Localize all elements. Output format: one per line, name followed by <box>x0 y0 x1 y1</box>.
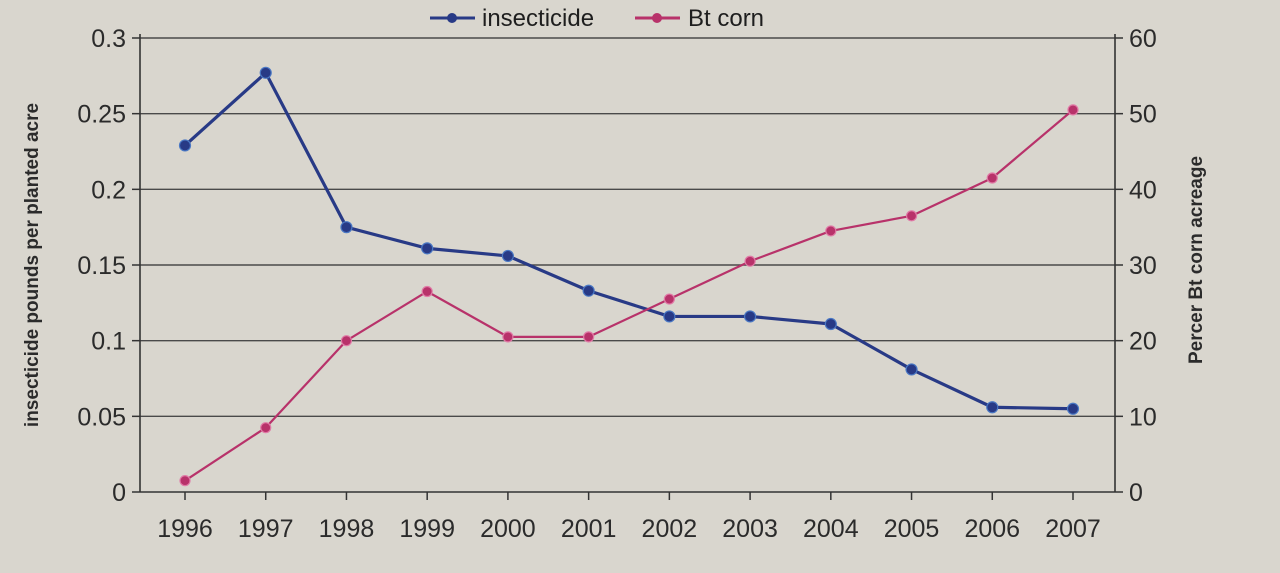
y2-tick-label: 30 <box>1129 252 1157 280</box>
data-point-bt-corn <box>340 335 353 347</box>
data-point-bt-corn <box>260 422 272 434</box>
legend-label-insecticide: insecticide <box>482 5 594 32</box>
series-line-bt-corn <box>184 109 1074 482</box>
x-tick-label: 2005 <box>884 515 940 543</box>
series-line-insecticide <box>183 71 1074 411</box>
x-tick-label: 1998 <box>319 515 375 543</box>
data-point-insecticide <box>986 401 999 414</box>
data-point-insecticide <box>824 317 837 331</box>
x-tick-label: 2006 <box>964 515 1020 543</box>
data-point-insecticide <box>663 310 676 323</box>
y-tick-label: 0.3 <box>91 25 126 53</box>
data-point-bt-corn <box>502 331 514 343</box>
data-point-bt-corn <box>583 331 595 343</box>
y-axis-title: insecticide pounds per planted acre <box>22 103 43 427</box>
data-point-insecticide <box>178 139 192 152</box>
data-point-bt-corn <box>986 172 998 184</box>
y-tick-label: 0 <box>112 479 126 507</box>
data-point-insecticide <box>259 66 272 79</box>
legend: insecticide Bt corn <box>430 5 764 32</box>
grid-layer <box>140 37 1115 418</box>
data-point-insecticide <box>905 363 918 376</box>
legend-marker-insecticide <box>447 13 457 23</box>
data-point-insecticide <box>340 221 353 234</box>
data-point-bt-corn <box>179 475 191 487</box>
data-point-insecticide <box>421 242 434 255</box>
x-tick-label: 2000 <box>480 515 536 543</box>
y2-tick-label: 0 <box>1129 479 1143 507</box>
data-point-bt-corn <box>825 225 837 237</box>
data-point-bt-corn <box>663 293 675 305</box>
y-tick-label: 0.1 <box>91 328 126 356</box>
data-point-bt-corn <box>905 210 918 222</box>
x-tick-label: 1997 <box>238 515 294 543</box>
y2-tick-label: 40 <box>1129 176 1157 204</box>
x-tick-label: 2002 <box>642 515 698 543</box>
y-tick-label: 0.15 <box>77 252 126 280</box>
x-tick-label: 2007 <box>1045 515 1101 543</box>
data-point-bt-corn <box>421 285 433 298</box>
x-tick-label: 2003 <box>722 515 778 543</box>
y-tick-label: 0.2 <box>91 176 126 204</box>
y2-tick-label: 50 <box>1129 101 1157 129</box>
y2-tick-label: 10 <box>1129 403 1157 431</box>
data-point-bt-corn <box>744 255 756 267</box>
y2-axis-title: Percer Bt corn acreage <box>1186 156 1207 364</box>
x-tick-label: 2004 <box>803 515 859 543</box>
y2-tick-label: 60 <box>1129 25 1157 53</box>
data-point-insecticide <box>582 284 595 297</box>
legend-label-bt-corn: Bt corn <box>688 5 764 32</box>
y-tick-label: 0.05 <box>77 403 126 431</box>
legend-marker-bt-corn <box>652 13 662 23</box>
series-layer <box>178 66 1080 487</box>
axes-layer <box>132 34 1123 500</box>
data-point-insecticide <box>501 249 515 263</box>
data-point-insecticide <box>1066 402 1080 415</box>
data-point-bt-corn <box>1067 104 1079 116</box>
x-tick-label: 2001 <box>561 515 617 543</box>
y2-tick-label: 20 <box>1129 328 1157 356</box>
x-tick-label: 1999 <box>399 515 455 543</box>
x-tick-label: 1996 <box>157 515 213 543</box>
labels-layer: 0 0.05 0.1 0.15 0.2 0.25 0.3 0 10 20 30 40 50 60 1996 1… <box>22 25 1207 543</box>
y-tick-label: 0.25 <box>77 101 126 129</box>
data-point-insecticide <box>743 310 757 323</box>
